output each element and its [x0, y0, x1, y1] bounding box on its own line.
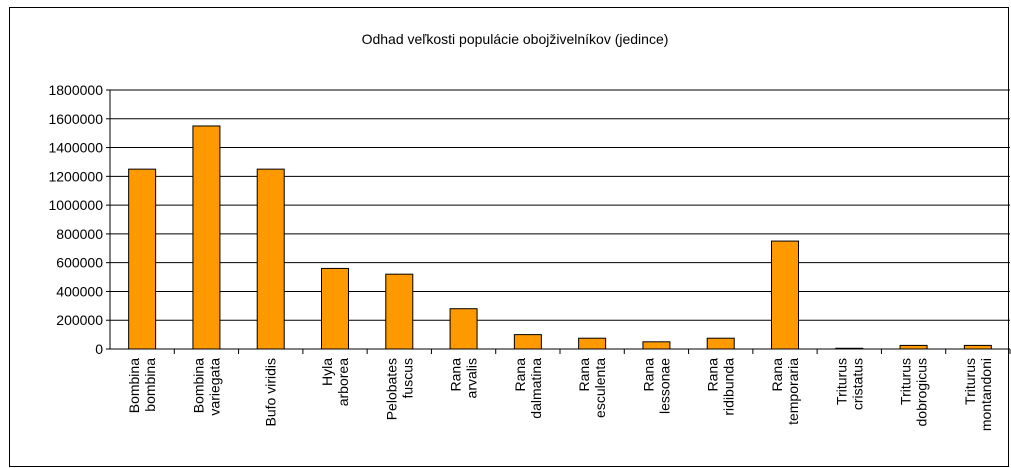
bar: [963, 344, 992, 350]
bar: [578, 337, 607, 350]
bar: [192, 125, 221, 350]
y-tick-label: 800000: [56, 226, 103, 242]
x-tick-label: Ranaarvalis: [448, 358, 480, 399]
bar: [385, 273, 414, 350]
bar: [321, 267, 349, 350]
y-tick-label: 1800000: [48, 82, 103, 98]
bar: [835, 347, 864, 350]
x-tick-label: Triturusdobrogicus: [898, 358, 930, 427]
y-tick-label: 600000: [56, 255, 103, 271]
chart-title: Odhad veľkosti populácie obojživelníkov …: [362, 31, 669, 47]
x-tick-label: Triturusmontandoni: [962, 358, 994, 431]
x-tick-label: Ranaesculenta: [576, 358, 608, 418]
y-tick-label: 1200000: [48, 168, 103, 184]
y-tick-label: 1400000: [48, 140, 103, 156]
bar: [771, 240, 799, 350]
chart-frame: [9, 7, 1009, 467]
x-tick-label: Ranadalmatina: [512, 358, 544, 419]
x-tick-label: Bufo viridis: [263, 358, 279, 426]
bar: [899, 344, 928, 350]
y-tick-label: 1600000: [48, 111, 103, 127]
x-tick-label: Pelobatesfuscus: [383, 358, 415, 420]
bar: [642, 341, 671, 350]
bar: [706, 337, 735, 350]
y-tick-label: 200000: [56, 312, 103, 328]
bar: [128, 168, 157, 350]
x-tick-label: Hylaarborea: [319, 358, 351, 406]
x-tick-label: Bombinabombina: [126, 358, 158, 413]
x-tick-label: Ranalessonae: [640, 358, 672, 414]
bar: [513, 334, 542, 350]
x-tick-label: Ranaridibunda: [705, 358, 737, 416]
x-tick-label: Ranatemporaria: [769, 358, 801, 425]
bar: [256, 168, 285, 350]
bar: [449, 308, 478, 350]
x-tick-label: Bombinavariegata: [190, 358, 222, 416]
x-tick-label: Trituruscristatus: [833, 358, 865, 410]
y-tick-label: 400000: [56, 283, 103, 299]
y-tick-label: 0: [95, 341, 103, 357]
y-tick-label: 1000000: [48, 197, 103, 213]
